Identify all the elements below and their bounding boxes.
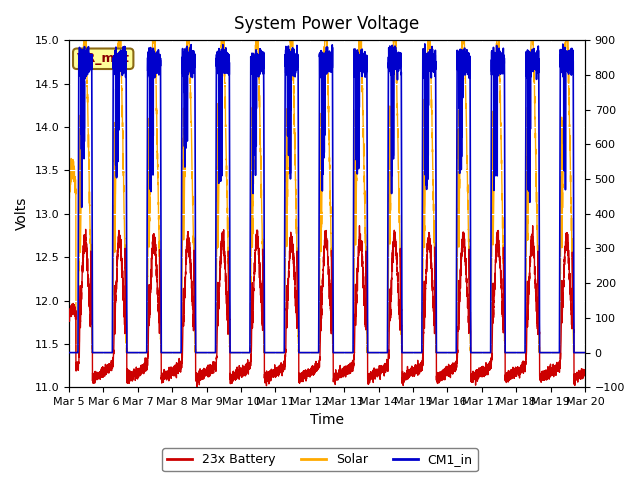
- Title: System Power Voltage: System Power Voltage: [234, 15, 420, 33]
- X-axis label: Time: Time: [310, 413, 344, 427]
- Legend: 23x Battery, Solar, CM1_in: 23x Battery, Solar, CM1_in: [163, 448, 477, 471]
- Y-axis label: Volts: Volts: [15, 197, 29, 230]
- Text: VR_met: VR_met: [77, 52, 130, 65]
